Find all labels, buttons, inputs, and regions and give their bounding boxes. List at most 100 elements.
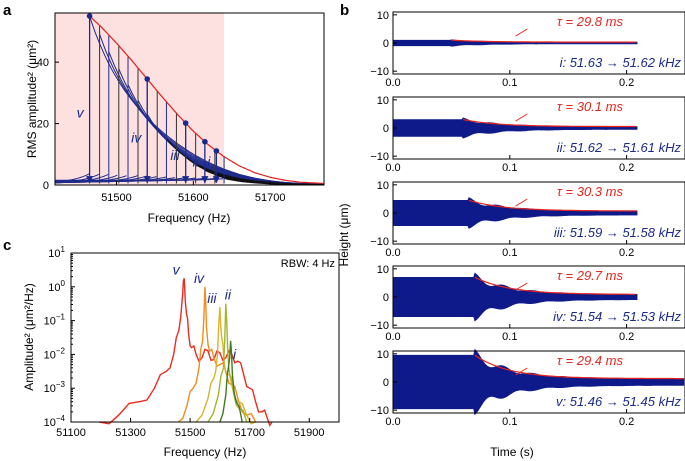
panel-c-spectra: [99, 278, 273, 427]
panel-a-ytick-label: 40: [37, 57, 49, 69]
panel-c-series-iv: [177, 286, 257, 423]
panel-b-tau-pointer-iii: [515, 198, 528, 207]
panel-b-xlabel: Time (s): [490, 445, 534, 459]
panel-c-series-label-iii: iii: [207, 290, 217, 306]
panel-b-signal-v: [392, 348, 685, 416]
panel-b-ytick-label: −10: [370, 405, 389, 417]
panel-b-ylabel: Height (μm): [337, 204, 351, 267]
panel-b-fit-iii: [468, 199, 638, 212]
panel-c-series-v: [99, 278, 273, 427]
panel-b-ytick-label: −10: [370, 151, 389, 163]
panel-b-ytick-label: −10: [370, 320, 389, 332]
panel-b-fit-v: [474, 354, 683, 380]
panel-b-xtick-label: 0.0: [385, 162, 400, 174]
panel-a-marker-label-iii: iii: [170, 147, 180, 163]
panel-c-ytick-label: 101: [48, 245, 65, 260]
panel-c-ticks: 51100 51300 51500 51700 51900 101 100 10−1 10−2 1…: [44, 245, 325, 439]
panel-b-xtick-label: 0.0: [385, 77, 400, 89]
panel-a-ytick-label: 20: [37, 119, 49, 131]
panel-a-marker-iv: [144, 76, 151, 82]
panel-b-subplots: τ = 29.8 msi: 51.63 → 51.62 kHz100−100.0…: [370, 10, 685, 428]
panel-c-series-i: [219, 340, 243, 423]
panel-c-rbw-annotation: RBW: 4 Hz: [281, 258, 335, 270]
panel-b-xtick-label: 0.1: [502, 416, 517, 428]
panel-b-xtick-label: 0.1: [502, 331, 517, 343]
panel-b-signal-iv: [392, 272, 638, 322]
panel-c-ytick-label: 10−1: [44, 313, 66, 328]
panel-b-fit-ii: [462, 118, 636, 128]
panel-b-xtick-label: 0.2: [619, 416, 634, 428]
panel-b-tau-pointer-ii: [515, 113, 528, 122]
panel-b-ytick-label: −10: [370, 236, 389, 248]
panel-c-series-label-i: i: [233, 346, 237, 362]
panel-c-series-iii: [195, 307, 256, 425]
panel-c-series-label-ii: ii: [225, 287, 232, 303]
panel-letter-a: a: [3, 2, 12, 19]
panel-b-xtick-label: 0.2: [619, 162, 634, 174]
panel-letter-b: b: [340, 2, 349, 19]
panel-b-fit-i: [451, 39, 636, 43]
panel-b-ytick-label: 0: [383, 38, 389, 50]
panel-b-xtick-label: 0.2: [619, 77, 634, 89]
panel-b-ytick-label: 10: [377, 264, 389, 276]
panel-a-xtick-label: 51600: [178, 192, 209, 204]
panel-b-tau-v: τ = 29.4 ms: [557, 353, 623, 368]
panel-c-chart: 51100 51300 51500 51700 51900 101 100 10−1 10−2 1…: [22, 245, 340, 459]
panel-a-ylabel: RMS amplitude² (μm²): [25, 40, 39, 158]
panel-b-tau-iv: τ = 29.7 ms: [557, 268, 623, 283]
panel-b-tau-iii: τ = 30.3 ms: [557, 184, 623, 199]
panel-b-tau-ii: τ = 30.1 ms: [557, 99, 623, 114]
panel-b-subplot-v: τ = 29.4 ms v: 51.46 → 51.45 kHz 10 0 −100.0…: [370, 348, 685, 428]
panel-c-xtick-label: 51900: [294, 427, 325, 439]
panel-b-ytick-label: 10: [377, 180, 389, 192]
panel-letter-c: c: [3, 237, 11, 254]
panel-a-ytick-label: 0: [43, 180, 49, 192]
panel-b-xtick-label: 0.0: [385, 331, 400, 343]
panel-c-ylabel: Amplitude² (μm²/Hz): [22, 283, 36, 391]
panel-c-xlabel: Frequency (Hz): [164, 445, 247, 459]
panel-c-xtick-label: 51500: [175, 427, 206, 439]
panel-b-ytick-label: 0: [383, 208, 389, 220]
panel-b-signal-iii: [392, 197, 638, 229]
panel-a-xtick-label: 51700: [255, 192, 286, 204]
panel-b-fit-iv: [474, 276, 636, 295]
panel-b-ytick-label: −10: [370, 66, 389, 78]
panel-b-xtick-label: 0.0: [385, 416, 400, 428]
panel-c-xtick-label: 51700: [234, 427, 265, 439]
panel-c-series-label-iv: iv: [194, 270, 205, 286]
panel-b-freq-label-i: i: 51.63 → 51.62 kHz: [560, 55, 682, 70]
panel-a-ticks: 51500 51600 51700 0 20 40: [37, 57, 286, 204]
panel-b-tau-pointer-iv: [515, 282, 528, 291]
panel-b-subplot-iii: τ = 30.3 ms iii: 51.59 → 51.58 kHz 10 0 −100…: [370, 180, 685, 259]
panel-b-chart: τ = 29.8 msi: 51.63 → 51.62 kHz100−100.0…: [337, 10, 685, 459]
panel-a-xtick-label: 51500: [101, 192, 132, 204]
panel-b-tau-pointer-i: [515, 28, 528, 37]
panel-b-tau-i: τ = 29.8 ms: [557, 14, 623, 29]
panel-b-freq-label-iii: iii: 51.59 → 51.58 kHz: [554, 225, 682, 240]
panel-b-ytick-label: 10: [377, 349, 389, 361]
panel-b-ytick-label: 0: [383, 123, 389, 135]
panel-a-marker-label-v: v: [77, 104, 85, 120]
panel-b-signal-ii: [392, 117, 638, 139]
panel-b-xtick-label: 0.0: [385, 247, 400, 259]
panel-b-ytick-label: 10: [377, 95, 389, 107]
panel-b-xtick-label: 0.2: [619, 331, 634, 343]
panel-c-ytick-label: 10−3: [44, 380, 66, 395]
panel-c-ytick-label: 10−4: [44, 414, 66, 429]
panel-b-ytick-label: 10: [377, 10, 389, 22]
panel-c-ytick-label: 100: [48, 279, 65, 294]
panel-c-xtick-label: 51300: [115, 427, 146, 439]
panel-b-tau-pointer-v: [515, 367, 528, 376]
panel-a-frame: [54, 12, 325, 186]
panel-c-xtick-label: 51100: [56, 427, 86, 439]
panel-b-xtick-label: 0.1: [502, 162, 517, 174]
panel-c-series-label-v: v: [173, 261, 181, 277]
panel-c-frame: [70, 252, 340, 423]
panel-b-subplot-i: τ = 29.8 ms i: 51.63 → 51.62 kHz 10 0 −100.0…: [370, 10, 685, 89]
